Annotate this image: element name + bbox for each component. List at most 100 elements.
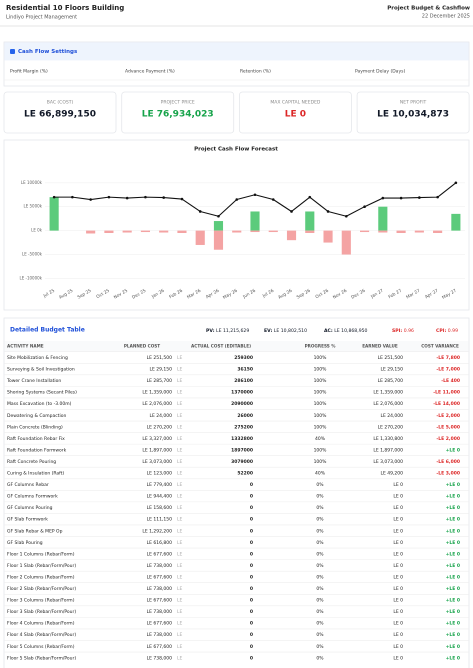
table-cell: +LE 0 bbox=[446, 551, 460, 557]
metric-value: 0.99 bbox=[448, 328, 458, 334]
table-cell: -LE 11,000 bbox=[433, 390, 460, 396]
actual-prefix: LE bbox=[177, 367, 183, 373]
bar bbox=[177, 230, 187, 233]
table-cell: LE 123,000 bbox=[147, 471, 173, 477]
table-cell: +LE 0 bbox=[446, 632, 460, 638]
settings-title[interactable]: Cash Flow Settings bbox=[18, 49, 78, 55]
table-cell: LE 251,500 bbox=[378, 355, 404, 361]
table-title: Detailed Budget Table bbox=[10, 327, 85, 334]
actual-prefix: LE bbox=[177, 378, 183, 384]
table-cell: +LE 0 bbox=[446, 609, 460, 615]
table-cell: LE 1,292,200 bbox=[142, 528, 172, 534]
chart-title: Project Cash Flow Forecast bbox=[194, 147, 278, 153]
kpi-label: NET PROFIT bbox=[400, 100, 427, 106]
table-cell: LE 1,897,000 bbox=[142, 447, 172, 453]
table-cell: LE 3,073,000 bbox=[142, 459, 172, 465]
table-cell: 0 bbox=[250, 482, 253, 488]
table-header-bg bbox=[4, 341, 469, 352]
table-cell: 0 bbox=[250, 609, 253, 615]
table-cell: LE 0 bbox=[393, 551, 403, 557]
table-cell: LE 285,700 bbox=[147, 378, 173, 384]
table-cell: Floor 5 Slab (Rebar/Form/Pour) bbox=[7, 655, 76, 661]
table-cell: LE 2,076,000 bbox=[142, 401, 172, 407]
column-header: ACTIVITY NAME bbox=[7, 344, 44, 349]
table-cell: 0 bbox=[250, 517, 253, 523]
table-cell: LE 738,000 bbox=[147, 563, 173, 569]
bar bbox=[414, 230, 424, 233]
x-tick-label: Jul 25 bbox=[42, 288, 57, 300]
table-cell: +LE 0 bbox=[446, 505, 460, 511]
table-cell: -LE 2,000 bbox=[436, 413, 460, 419]
bar bbox=[360, 230, 370, 233]
actual-prefix: LE bbox=[177, 621, 183, 627]
line-point bbox=[418, 196, 421, 199]
bar bbox=[104, 230, 114, 233]
actual-prefix: LE bbox=[177, 459, 183, 465]
table-cell: LE 677,600 bbox=[147, 598, 173, 604]
budget-metric: EV: LE 10,802,510 bbox=[264, 328, 307, 334]
table-cell: LE 3,327,000 bbox=[142, 436, 172, 442]
bar bbox=[378, 206, 388, 231]
actual-prefix: LE bbox=[177, 609, 183, 615]
table-cell: 40% bbox=[315, 471, 326, 477]
bar bbox=[195, 230, 205, 245]
y-tick-label: LE 5000k bbox=[23, 204, 42, 209]
actual-prefix: LE bbox=[177, 447, 183, 453]
table-cell: 100% bbox=[314, 355, 328, 361]
table-cell: +LE 0 bbox=[446, 482, 460, 488]
table-cell: 1897000 bbox=[231, 447, 253, 453]
line-point bbox=[144, 195, 147, 199]
table-cell: 52200 bbox=[237, 471, 253, 477]
budget-metric: SPI: 0.96 bbox=[392, 328, 414, 334]
table-cell: LE 0 bbox=[393, 563, 403, 569]
bar bbox=[286, 230, 297, 241]
table-cell: 2090000 bbox=[231, 401, 253, 407]
bar bbox=[250, 230, 260, 233]
table-cell: -LE 7,800 bbox=[436, 355, 460, 361]
table-cell: Raft Foundation Formwork bbox=[7, 447, 67, 453]
bar bbox=[451, 213, 461, 231]
actual-prefix: LE bbox=[177, 574, 183, 580]
table-cell: +LE 0 bbox=[446, 563, 460, 569]
table-cell: 0 bbox=[250, 505, 253, 511]
actual-prefix: LE bbox=[177, 390, 183, 396]
table-cell: GF Slab Pouring bbox=[7, 540, 43, 546]
settings-field-label: Profit Margin (%) bbox=[10, 69, 48, 75]
bar bbox=[213, 230, 224, 250]
table-cell: 0% bbox=[316, 598, 324, 604]
table-cell: GF Columns Formwork bbox=[7, 494, 58, 500]
actual-prefix: LE bbox=[177, 482, 183, 488]
table-cell: LE 24,000 bbox=[380, 413, 403, 419]
bar bbox=[122, 230, 132, 233]
table-cell: LE 738,000 bbox=[147, 586, 173, 592]
line-point bbox=[235, 198, 239, 201]
table-cell: Mass Excavation (to -3.00m) bbox=[7, 401, 72, 407]
kpi-card bbox=[238, 91, 352, 134]
actual-prefix: LE bbox=[177, 528, 183, 534]
budget-metric: CPI: 0.99 bbox=[436, 328, 458, 334]
kpi-value: LE 76,934,023 bbox=[142, 110, 214, 120]
column-header: EARNED VALUE bbox=[362, 344, 398, 349]
line-point bbox=[198, 210, 202, 213]
settings-field-label: Advance Payment (%) bbox=[125, 69, 175, 75]
kpi-label: PROJECT PRICE bbox=[161, 100, 195, 106]
table-cell: LE 1,359,000 bbox=[373, 390, 403, 396]
line-point bbox=[89, 198, 92, 201]
column-header: COST VARIANCE bbox=[421, 344, 459, 349]
line-point bbox=[162, 196, 165, 199]
table-cell: LE 111,150 bbox=[147, 517, 173, 523]
table-cell: Floor 3 Slab (Rebar/Form/Pour) bbox=[7, 609, 76, 615]
table-cell: 100% bbox=[314, 401, 328, 407]
table-cell: LE 0 bbox=[393, 517, 403, 523]
table-cell: +LE 0 bbox=[446, 621, 460, 627]
metric-value: 0.96 bbox=[404, 328, 414, 334]
table-cell: 0 bbox=[250, 528, 253, 534]
line-point bbox=[436, 195, 439, 199]
table-cell: LE 2,076,000 bbox=[373, 401, 403, 407]
table-cell: LE 49,200 bbox=[380, 471, 403, 477]
table-cell: +LE 0 bbox=[446, 655, 460, 661]
table-cell: 100% bbox=[314, 390, 328, 396]
actual-prefix: LE bbox=[177, 563, 183, 569]
metric-label: SPI: bbox=[392, 328, 402, 334]
bar bbox=[86, 230, 96, 234]
